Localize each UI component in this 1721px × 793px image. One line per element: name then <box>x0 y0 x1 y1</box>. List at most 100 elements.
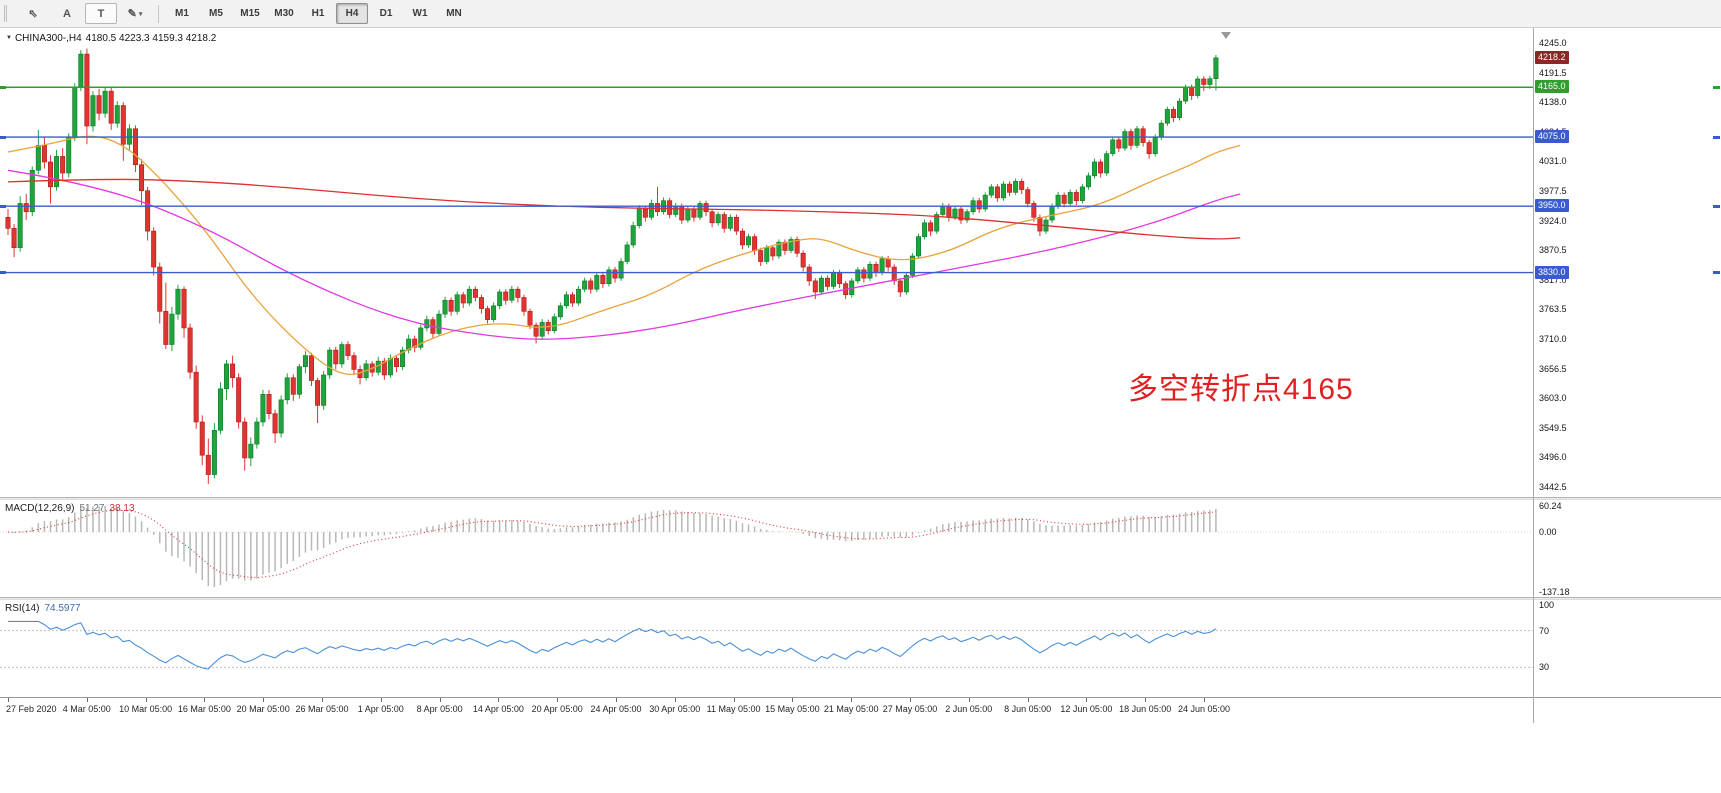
candle-body <box>23 203 29 213</box>
timeframe-h1[interactable]: H1 <box>311 8 325 19</box>
annotation-text[interactable]: 多空转折点4165 <box>1128 373 1354 406</box>
candle-body <box>891 266 897 282</box>
dropdown-arrow-icon: ▾ <box>138 10 143 18</box>
timeframe-m30[interactable]: M30 <box>274 8 294 19</box>
candle-body <box>260 394 266 423</box>
candle-body <box>254 421 260 445</box>
timeframe-d1[interactable]: D1 <box>379 8 393 19</box>
time-label: 2 Jun 05:00 <box>945 704 993 714</box>
candle-body <box>1049 205 1055 221</box>
candle-body <box>539 322 545 337</box>
candle-body <box>187 327 193 373</box>
line-left-marker <box>0 135 6 139</box>
candle-body <box>132 128 138 166</box>
symbol-menu-icon: ▼ <box>6 35 12 41</box>
candle-body <box>976 200 982 210</box>
candle-body <box>193 371 199 423</box>
candle-body <box>867 264 873 279</box>
candle-body <box>630 225 636 246</box>
candle-body <box>211 429 217 475</box>
candle-body <box>139 164 145 192</box>
time-label: 20 Apr 05:00 <box>531 704 583 714</box>
candle-body <box>5 216 11 229</box>
macd-canvas[interactable] <box>0 500 1721 597</box>
line-right-marker <box>1713 204 1720 208</box>
timeframe-w1[interactable]: W1 <box>412 8 428 19</box>
timeframe-m15[interactable]: M15 <box>240 8 260 19</box>
main-chart-canvas[interactable] <box>0 28 1721 497</box>
timeframe-m1[interactable]: M1 <box>175 8 189 19</box>
candle-body <box>242 421 248 459</box>
candle-body <box>806 266 812 282</box>
time-label: 24 Jun 05:00 <box>1177 704 1231 714</box>
chart-shift-marker[interactable] <box>1221 32 1231 39</box>
candle-body <box>1073 192 1079 201</box>
candle-body <box>1079 186 1085 201</box>
candle-body <box>436 313 442 334</box>
cursor-icon[interactable]: ⇖ <box>28 8 38 20</box>
candle-body <box>290 377 296 395</box>
timeframe-h4[interactable]: H4 <box>336 3 368 24</box>
candle-body <box>788 239 794 251</box>
candle-body <box>570 294 576 304</box>
candle-body <box>1207 78 1213 85</box>
candle-body <box>746 236 752 246</box>
time-tick <box>1204 698 1205 702</box>
candle-body <box>667 200 673 215</box>
macd-signal-value: 38.13 <box>109 503 135 514</box>
candle-body <box>460 294 466 304</box>
pane-separator[interactable] <box>0 497 1721 500</box>
candle-body <box>54 156 60 188</box>
timeframe-m5[interactable]: M5 <box>209 8 223 19</box>
candle-body <box>885 258 891 268</box>
candle-body <box>163 311 169 345</box>
candle-body <box>776 241 782 257</box>
candle-body <box>351 355 357 370</box>
time-tick <box>1027 698 1029 702</box>
candle-body <box>964 211 970 221</box>
candle-body <box>551 316 557 332</box>
candle-body <box>509 288 515 301</box>
time-axis[interactable]: 27 Feb 2020 4 Mar 05:00 10 Mar 05:00 16 Mar… <box>0 697 1721 724</box>
time-tick <box>380 698 382 702</box>
candle-body <box>800 252 806 268</box>
rsi-pane[interactable]: RSI(14) 74.5977 100 70 30 <box>0 600 1721 697</box>
toolbar-grip[interactable] <box>4 5 12 22</box>
candle-body <box>824 277 830 287</box>
toolbar-separator <box>158 4 159 23</box>
main-chart-pane[interactable]: ▼ CHINA300-,H4 4180.5 4223.3 4159.3 4218.2… <box>0 28 1721 497</box>
time-label: 15 May 05:00 <box>765 704 820 714</box>
candle-body <box>217 388 223 431</box>
candle-body <box>794 239 800 254</box>
macd-pane[interactable]: MACD(12,26,9) 51.27 38.13 60.24 0.00 -137.18 <box>0 500 1721 597</box>
candle-body <box>418 327 424 348</box>
candle-body <box>114 105 120 124</box>
candle-body <box>1152 136 1158 154</box>
time-tick <box>733 698 735 702</box>
rsi-name: RSI(14) <box>5 603 40 614</box>
candle-body <box>915 236 921 257</box>
draw-tools-icon[interactable]: ✎ ▾ <box>127 8 143 20</box>
arrow-label-icon[interactable]: A <box>63 7 71 20</box>
time-tick <box>792 698 794 702</box>
time-tick <box>8 698 9 702</box>
rsi-canvas[interactable] <box>0 600 1721 697</box>
candle-body <box>1164 109 1170 124</box>
candle-body <box>1031 203 1037 218</box>
candle-body <box>448 299 454 312</box>
candle-body <box>478 297 484 309</box>
ma-magenta-line <box>7 169 1241 340</box>
time-label: 27 May 05:00 <box>882 704 938 714</box>
symbol-name: CHINA300-,H4 <box>14 33 82 44</box>
candle-body <box>861 269 867 279</box>
time-label: 4 Mar 05:00 <box>62 704 111 714</box>
text-tool-icon[interactable]: T <box>85 3 117 24</box>
pane-separator[interactable] <box>0 597 1721 600</box>
candle-body <box>1104 153 1110 174</box>
candle-body <box>78 53 84 88</box>
candle-body <box>940 205 946 215</box>
timeframe-mn[interactable]: MN <box>446 8 462 19</box>
candle-body <box>588 280 594 290</box>
time-tick <box>674 698 676 702</box>
candle-body <box>764 247 770 262</box>
